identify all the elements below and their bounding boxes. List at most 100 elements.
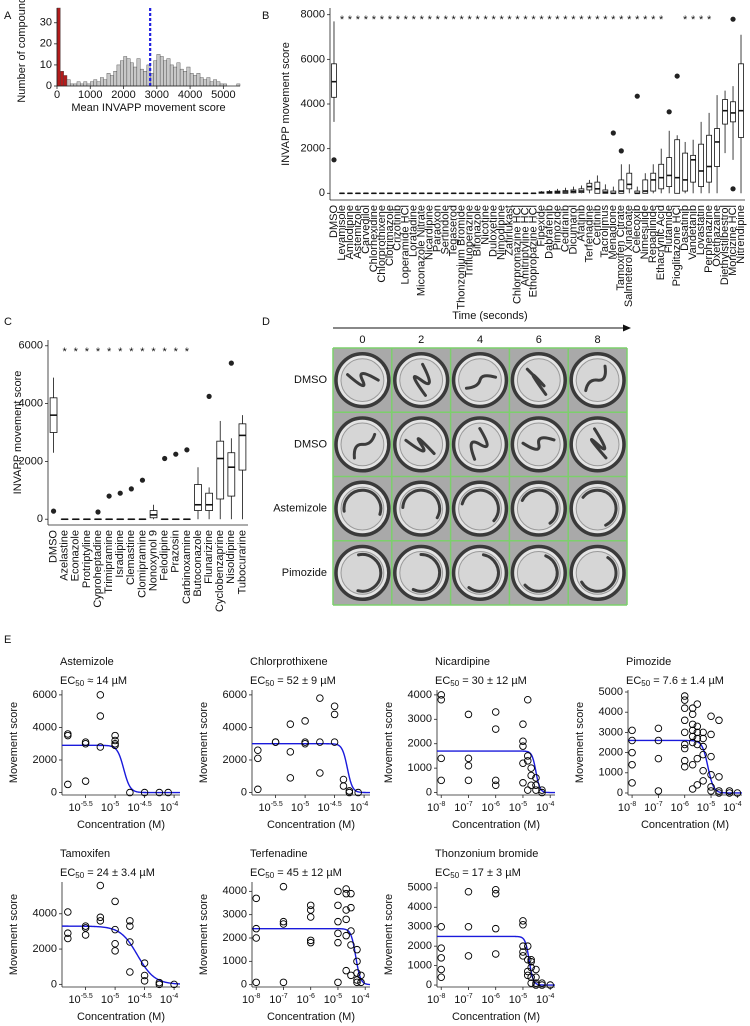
data-point [279,917,288,926]
data-point [538,981,546,989]
y-tick-label: 3000 [599,726,623,738]
x-tick-label: 10-7 [644,801,663,814]
data-point [252,894,260,903]
ec50-label: EC50 = 7.6 ± 1.4 µM [626,675,724,688]
category-label: Levamisole [336,205,348,261]
data-point [519,921,527,929]
fit-curve [437,935,555,986]
outlier [184,447,190,453]
significance-marker: * [436,14,441,26]
outlier [331,157,337,163]
tick-base: 10 [618,802,630,814]
worm [523,554,559,593]
x-tick-label: 10-4 [350,801,369,814]
data-point [111,741,119,750]
box [618,179,625,194]
fit-curve [628,739,742,794]
data-point [339,782,348,790]
category-label: Dasatinib [679,205,691,251]
data-point [353,945,361,954]
category-label: Econazole [70,530,82,581]
histogram-bar [76,81,81,87]
data-point [334,887,342,896]
category-label: Astemizole [352,205,364,259]
x-tick-label: 10-4.5 [317,801,341,814]
significance-marker: * [364,14,369,26]
data-point [532,973,540,982]
tick-exponent: -4 [172,993,178,1000]
x-tick-label: 10-4 [723,801,742,814]
tick-exponent: -5.5 [271,801,283,808]
category-label: Terfenadine [583,205,595,263]
category-label: Bifonazole [472,205,484,256]
histogram-bar [126,58,131,87]
tick-base: 10 [317,802,329,814]
x-tick-label: 10-7 [269,993,288,1006]
y-axis-label: Movement score [8,702,20,783]
significance-marker: * [531,14,536,26]
y-axis-label: INVAPP movement score [280,42,292,166]
significance-marker: * [555,14,560,26]
x-tick-label: 10-4 [536,801,555,814]
ec50-prefix: EC [435,867,450,879]
significance-marker: * [643,14,648,26]
category-label: Fipexide [535,205,547,247]
data-point [347,903,355,912]
category-label: Flutamide [663,205,675,253]
data-point [680,740,689,749]
significance-marker: * [460,14,465,26]
ec50-subscript: 50 [75,679,84,688]
panel-label: D [262,316,270,328]
worm [589,427,608,460]
data-point [81,931,90,939]
data-point [353,978,361,987]
worm [356,552,383,593]
outlier [730,16,736,22]
category-label: Nisoldipine [225,530,237,584]
data-point [437,922,445,931]
category-label: Tacrolimus [599,205,611,258]
tick-exponent: -5.5 [81,801,93,808]
ec50-subscript: 50 [641,679,650,688]
tick-exponent: -4.5 [140,993,152,1000]
data-point [527,956,535,964]
histogram-bar [166,58,171,87]
x-axis-label: Concentration (M) [452,819,540,831]
x-tick-label: 10-4 [536,993,555,1006]
data-point [437,954,445,962]
y-tick-label: 2000 [33,943,57,955]
category-label: Protriptyline [81,530,93,588]
category-label: Trimipramine [103,530,115,594]
significance-marker: * [707,14,712,26]
y-axis-label: Movement score [574,702,586,783]
data-point [680,692,689,700]
y-axis-label: Movement score [8,894,20,975]
column-label: 2 [418,334,424,346]
data-point [81,922,90,930]
data-point [342,885,350,893]
column-label: 8 [595,334,601,346]
data-point [519,779,527,787]
data-point [532,965,540,974]
tick-base: 10 [269,994,281,1006]
category-label: Chlorhexidine [368,205,380,272]
x-axis-label: Mean INVAPP movement score [71,102,225,114]
tick-exponent: -7 [281,993,287,1000]
data-point [519,737,527,746]
category-label: Carvedilol [360,205,372,254]
y-tick-label: 4000 [33,721,57,733]
data-point [279,882,288,891]
data-point [316,769,324,777]
data-point [316,694,324,702]
significance-marker: * [396,14,401,26]
category-label: Tegaserod [448,205,460,256]
data-point [464,887,473,896]
tick-exponent: -4 [362,801,368,808]
data-point [342,906,350,914]
x-tick-label: 10-5 [101,993,120,1006]
data-point [688,738,697,747]
data-point [491,781,500,789]
box [194,484,202,511]
significance-marker: * [452,14,457,26]
